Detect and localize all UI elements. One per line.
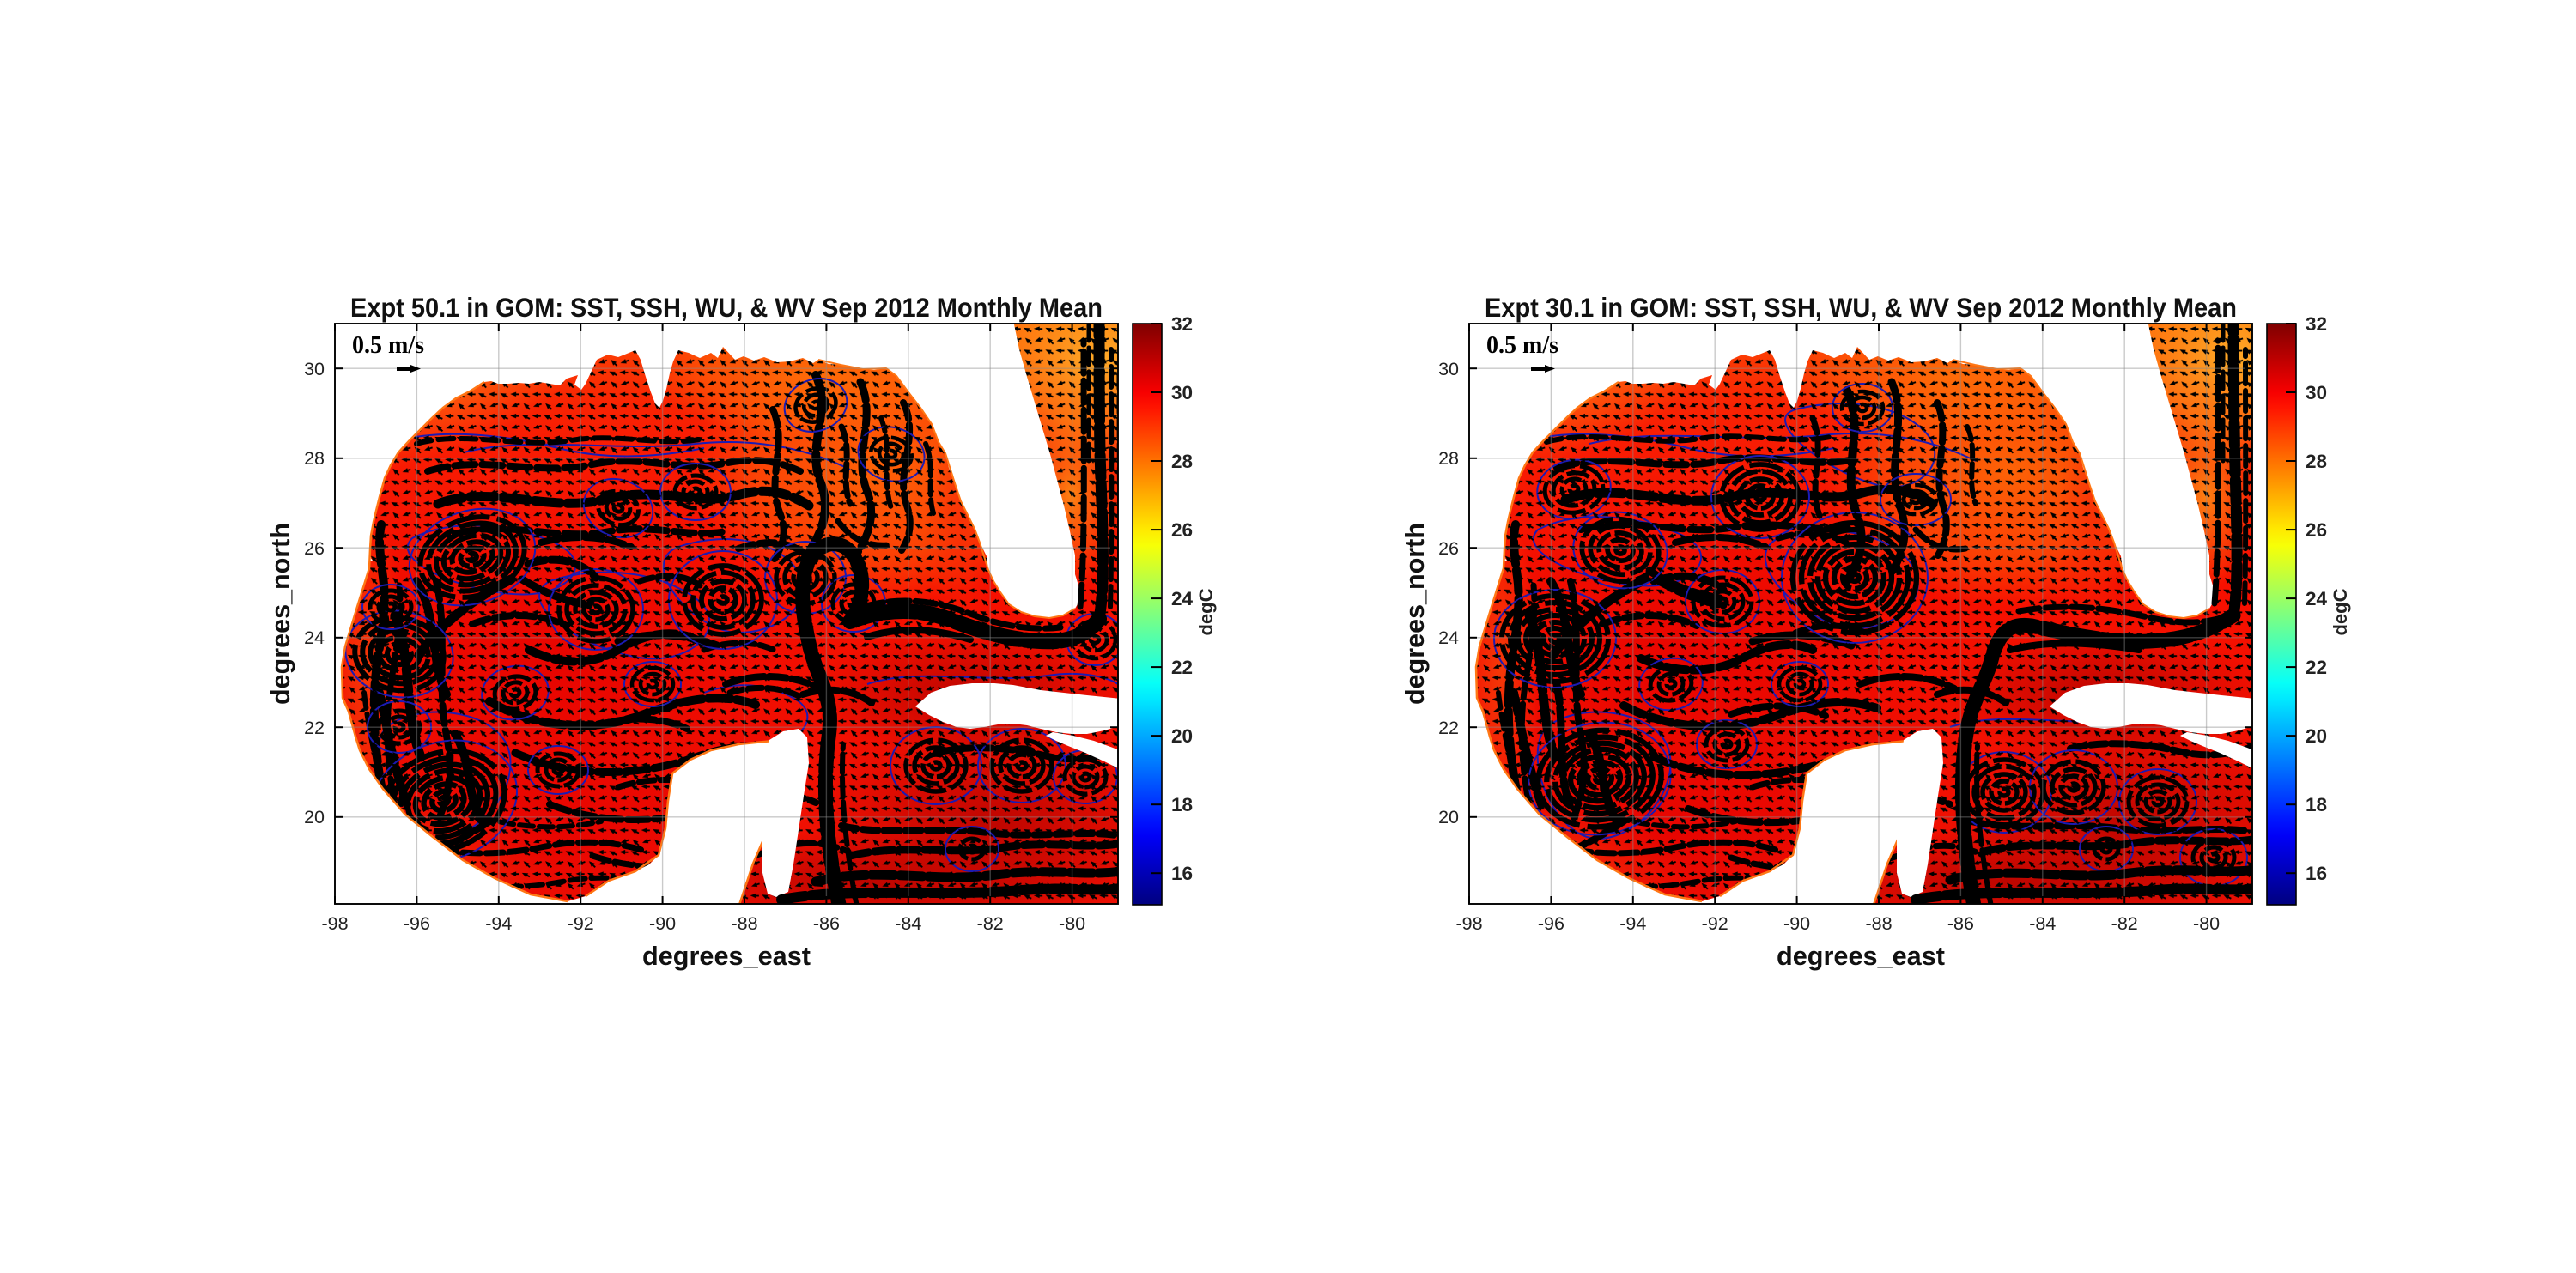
svg-text:16: 16	[1171, 863, 1193, 884]
svg-text:-96: -96	[404, 913, 430, 934]
svg-text:-86: -86	[1947, 913, 1974, 934]
svg-text:-94: -94	[485, 913, 512, 934]
svg-text:-90: -90	[1783, 913, 1810, 934]
svg-text:Expt 30.1 in GOM: SST, SSH, WU: Expt 30.1 in GOM: SST, SSH, WU, & WV Sep…	[1485, 292, 2237, 323]
svg-text:-84: -84	[2029, 913, 2056, 934]
svg-text:26: 26	[1438, 538, 1459, 559]
svg-text:28: 28	[1171, 451, 1193, 472]
svg-text:-98: -98	[321, 913, 348, 934]
svg-text:22: 22	[1171, 657, 1193, 678]
svg-text:22: 22	[1438, 718, 1459, 738]
svg-text:-88: -88	[1865, 913, 1892, 934]
svg-text:-90: -90	[649, 913, 676, 934]
svg-text:22: 22	[2306, 657, 2327, 678]
svg-text:-92: -92	[1702, 913, 1728, 934]
svg-text:20: 20	[1438, 807, 1459, 827]
svg-text:0.5 m/s: 0.5 m/s	[1486, 332, 1558, 359]
svg-text:16: 16	[2306, 863, 2327, 884]
svg-text:30: 30	[1171, 382, 1193, 403]
svg-text:28: 28	[304, 448, 325, 469]
svg-text:24: 24	[1171, 588, 1194, 609]
svg-text:24: 24	[1438, 627, 1459, 648]
svg-text:20: 20	[1171, 725, 1193, 747]
svg-text:30: 30	[2306, 382, 2327, 403]
svg-text:30: 30	[304, 359, 325, 379]
svg-text:-88: -88	[731, 913, 757, 934]
svg-text:26: 26	[1171, 519, 1193, 541]
svg-text:-84: -84	[895, 913, 921, 934]
svg-text:-82: -82	[2111, 913, 2138, 934]
svg-text:degrees_east: degrees_east	[1777, 941, 1945, 971]
svg-text:degC: degC	[1195, 588, 1217, 635]
svg-text:26: 26	[2306, 519, 2327, 541]
svg-text:32: 32	[2306, 313, 2327, 335]
svg-text:-98: -98	[1455, 913, 1482, 934]
svg-text:-96: -96	[1538, 913, 1564, 934]
svg-text:28: 28	[1438, 448, 1459, 469]
svg-text:-82: -82	[977, 913, 1004, 934]
svg-text:28: 28	[2306, 451, 2327, 472]
svg-text:Expt 50.1 in GOM: SST, SSH, WU: Expt 50.1 in GOM: SST, SSH, WU, & WV Sep…	[350, 292, 1103, 323]
svg-text:20: 20	[2306, 725, 2327, 747]
svg-text:32: 32	[1171, 313, 1193, 335]
svg-text:degrees_north: degrees_north	[1400, 523, 1430, 705]
svg-text:20: 20	[304, 807, 325, 827]
svg-text:22: 22	[304, 718, 325, 738]
svg-text:degrees_east: degrees_east	[642, 941, 811, 971]
svg-text:24: 24	[2306, 588, 2328, 609]
svg-text:18: 18	[2306, 794, 2327, 815]
svg-text:30: 30	[1438, 359, 1459, 379]
svg-text:-94: -94	[1619, 913, 1646, 934]
svg-text:-80: -80	[2193, 913, 2220, 934]
svg-text:-92: -92	[568, 913, 594, 934]
svg-text:degC: degC	[2330, 588, 2351, 635]
svg-text:degrees_north: degrees_north	[265, 523, 295, 705]
svg-text:-86: -86	[813, 913, 840, 934]
svg-text:24: 24	[304, 627, 325, 648]
svg-text:26: 26	[304, 538, 325, 559]
svg-text:-80: -80	[1059, 913, 1085, 934]
svg-text:18: 18	[1171, 794, 1193, 815]
svg-text:0.5 m/s: 0.5 m/s	[352, 332, 424, 359]
